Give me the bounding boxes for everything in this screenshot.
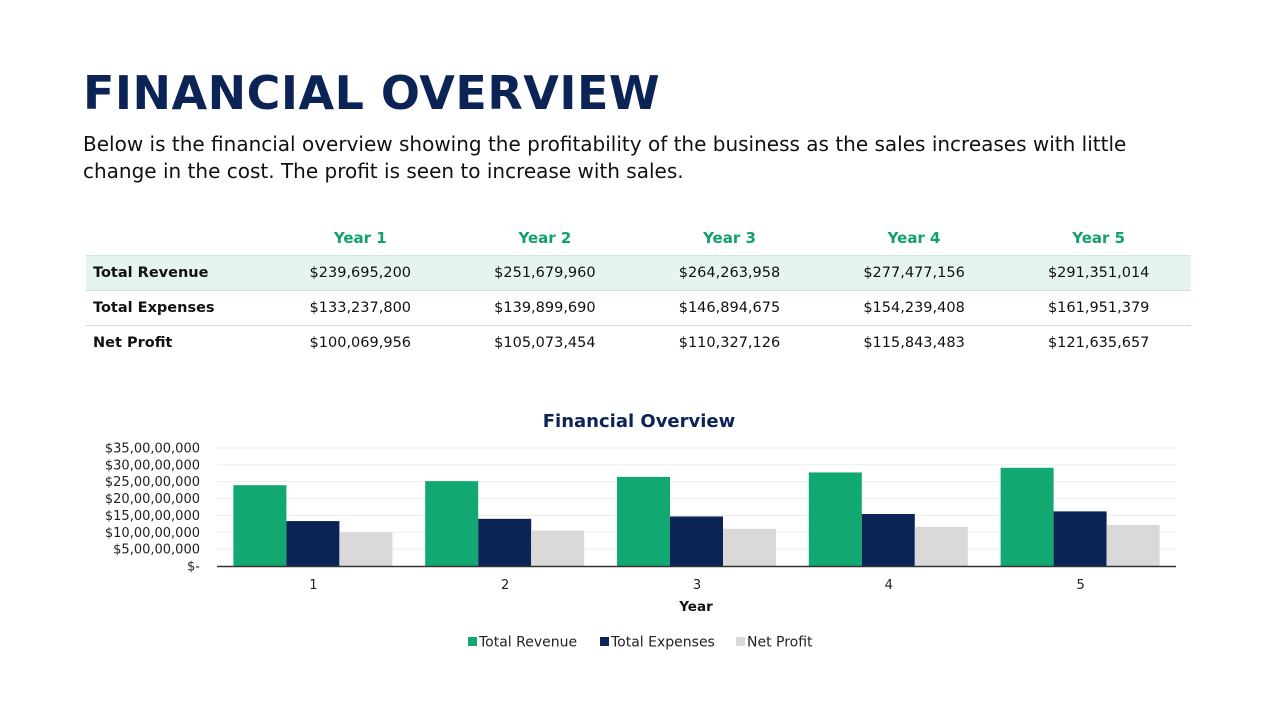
row-label: Total Revenue <box>86 255 268 291</box>
y-tick-label: $20,00,00,000 <box>105 492 200 507</box>
bar-net-profit <box>531 530 585 566</box>
table-cell: $264,263,958 <box>637 255 822 291</box>
x-tick-label: 5 <box>1076 578 1084 593</box>
table-cell: $133,237,800 <box>268 290 453 326</box>
table-row-total-revenue: Total Revenue $239,695,200 $251,679,960 … <box>86 255 1191 291</box>
chart-bars <box>233 467 1160 566</box>
bar-total-expenses <box>1053 511 1107 566</box>
table-header-row: Year 1 Year 2 Year 3 Year 4 Year 5 <box>86 220 1191 256</box>
row-label: Total Expenses <box>86 290 268 326</box>
x-axis-label: Year <box>678 599 713 615</box>
table-cell: $161,951,379 <box>1006 290 1191 326</box>
table-cell: $146,894,675 <box>637 290 822 326</box>
table-cell: $105,073,454 <box>494 335 596 351</box>
x-tick-label: 4 <box>885 578 893 593</box>
bar-net-profit <box>723 528 776 566</box>
bar-net-profit <box>1106 524 1160 566</box>
y-tick-label: $30,00,00,000 <box>105 458 200 473</box>
column-header-year-2: Year 2 <box>518 228 572 247</box>
row-label: Net Profit <box>93 335 173 351</box>
legend-swatch <box>736 637 745 646</box>
table-row-net-profit: Net Profit $100,069,956 $105,073,454 $11… <box>86 326 1191 361</box>
table-cell: $291,351,014 <box>1006 255 1191 291</box>
bar-total-expenses <box>478 518 532 566</box>
table-cell: $251,679,960 <box>452 255 638 291</box>
y-axis-ticks: $35,00,00,000$30,00,00,000 $25,00,00,000 $… <box>105 442 200 575</box>
bar-total-revenue <box>808 472 862 566</box>
column-header-year-1: Year 1 <box>333 228 387 247</box>
column-header-year-4: Year 4 <box>887 228 941 247</box>
y-tick-label: $10,00,00,000 <box>105 526 200 541</box>
y-tick-label: $25,00,00,000 <box>105 475 200 490</box>
legend-swatch <box>600 637 609 646</box>
bar-total-revenue <box>425 481 479 566</box>
x-tick-label: 2 <box>501 578 509 593</box>
bar-total-expenses <box>286 521 340 566</box>
chart-title: Financial Overview <box>543 411 736 432</box>
x-axis-ticks: 1 2 3 4 5 <box>309 578 1084 593</box>
y-tick-label: $5,00,00,000 <box>113 543 200 558</box>
financial-table: Year 1 Year 2 Year 3 Year 4 Year 5 Total… <box>86 220 1191 360</box>
table-corner-cell <box>86 220 268 256</box>
table-cell: $110,327,126 <box>678 335 781 351</box>
bar-total-revenue <box>233 485 287 566</box>
x-tick-label: 3 <box>693 578 701 593</box>
legend-swatch <box>468 637 477 646</box>
table-cell: $277,477,156 <box>821 255 1007 291</box>
y-tick-label: $- <box>187 560 200 575</box>
table-cell: $239,695,200 <box>268 255 453 291</box>
bar-total-expenses <box>861 513 915 566</box>
legend-label: Total Revenue <box>478 635 577 651</box>
table-cell: $115,843,483 <box>863 335 965 351</box>
bar-total-revenue <box>617 476 670 566</box>
table-row-total-expenses: Total Expenses $133,237,800 $139,899,690… <box>86 290 1191 326</box>
table-cell: $121,635,657 <box>1047 335 1150 351</box>
bar-net-profit <box>914 526 968 566</box>
y-tick-label: $15,00,00,000 <box>105 509 200 524</box>
chart-legend: Total Revenue Total Expenses Net Profit <box>468 635 813 651</box>
page-description: Below is the financial overview showing … <box>83 132 1127 183</box>
column-header-year-3: Year 3 <box>703 228 756 247</box>
table-cell: $139,899,690 <box>452 290 638 326</box>
bar-total-revenue <box>1000 467 1054 566</box>
financial-overview-chart: Financial Overview $35,00,00,000$30,00,0… <box>105 411 1176 651</box>
page-title: FINANCIAL OVERVIEW <box>83 66 661 120</box>
legend-label: Net Profit <box>747 635 813 651</box>
legend-label: Total Expenses <box>610 635 715 651</box>
x-tick-label: 1 <box>309 578 317 593</box>
column-header-year-5: Year 5 <box>1072 228 1126 247</box>
y-tick-label: $35,00,00,000 <box>105 442 200 457</box>
table-cell: $154,239,408 <box>821 290 1007 326</box>
bar-net-profit <box>339 532 393 566</box>
bar-total-expenses <box>670 516 723 566</box>
table-cell: $100,069,956 <box>309 335 412 351</box>
